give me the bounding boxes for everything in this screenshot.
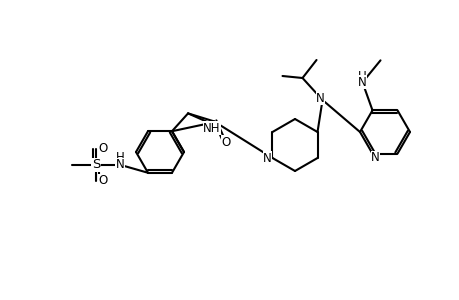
Text: H: H [358,70,366,83]
Text: N: N [263,152,271,164]
Text: O: O [221,136,230,149]
Text: N: N [315,92,324,104]
Text: N: N [358,76,366,89]
Text: N: N [115,158,124,171]
Text: O: O [98,142,107,155]
Text: O: O [98,174,107,187]
Text: H: H [115,151,124,164]
Text: NH: NH [203,122,220,135]
Text: N: N [370,151,379,164]
Text: S: S [92,158,100,171]
